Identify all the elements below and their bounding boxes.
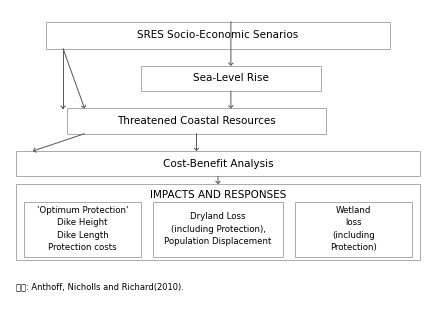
Bar [24, 202, 140, 257]
Bar [16, 184, 420, 260]
Text: Sea-Level Rise: Sea-Level Rise [193, 74, 269, 83]
Bar [153, 202, 283, 257]
Text: Threatened Coastal Resources: Threatened Coastal Resources [117, 116, 276, 126]
Text: 자료: Anthoff, Nicholls and Richard(2010).: 자료: Anthoff, Nicholls and Richard(2010). [16, 282, 184, 291]
Text: Dryland Loss
(including Protection),
Population Displacement: Dryland Loss (including Protection), Pop… [164, 212, 272, 246]
Bar [140, 66, 321, 91]
Text: 'Optimum Protection'
Dike Height
Dike Length
Protection costs: 'Optimum Protection' Dike Height Dike Le… [37, 206, 128, 252]
Text: Wetland
loss
(including
Protection): Wetland loss (including Protection) [330, 206, 377, 252]
Text: SRES Socio-Economic Senarios: SRES Socio-Economic Senarios [137, 30, 299, 40]
Bar [46, 22, 390, 48]
Bar [67, 108, 326, 134]
Bar [296, 202, 412, 257]
Text: IMPACTS AND RESPONSES: IMPACTS AND RESPONSES [150, 190, 286, 200]
Text: Cost-Benefit Analysis: Cost-Benefit Analysis [163, 159, 273, 169]
Bar [16, 151, 420, 176]
